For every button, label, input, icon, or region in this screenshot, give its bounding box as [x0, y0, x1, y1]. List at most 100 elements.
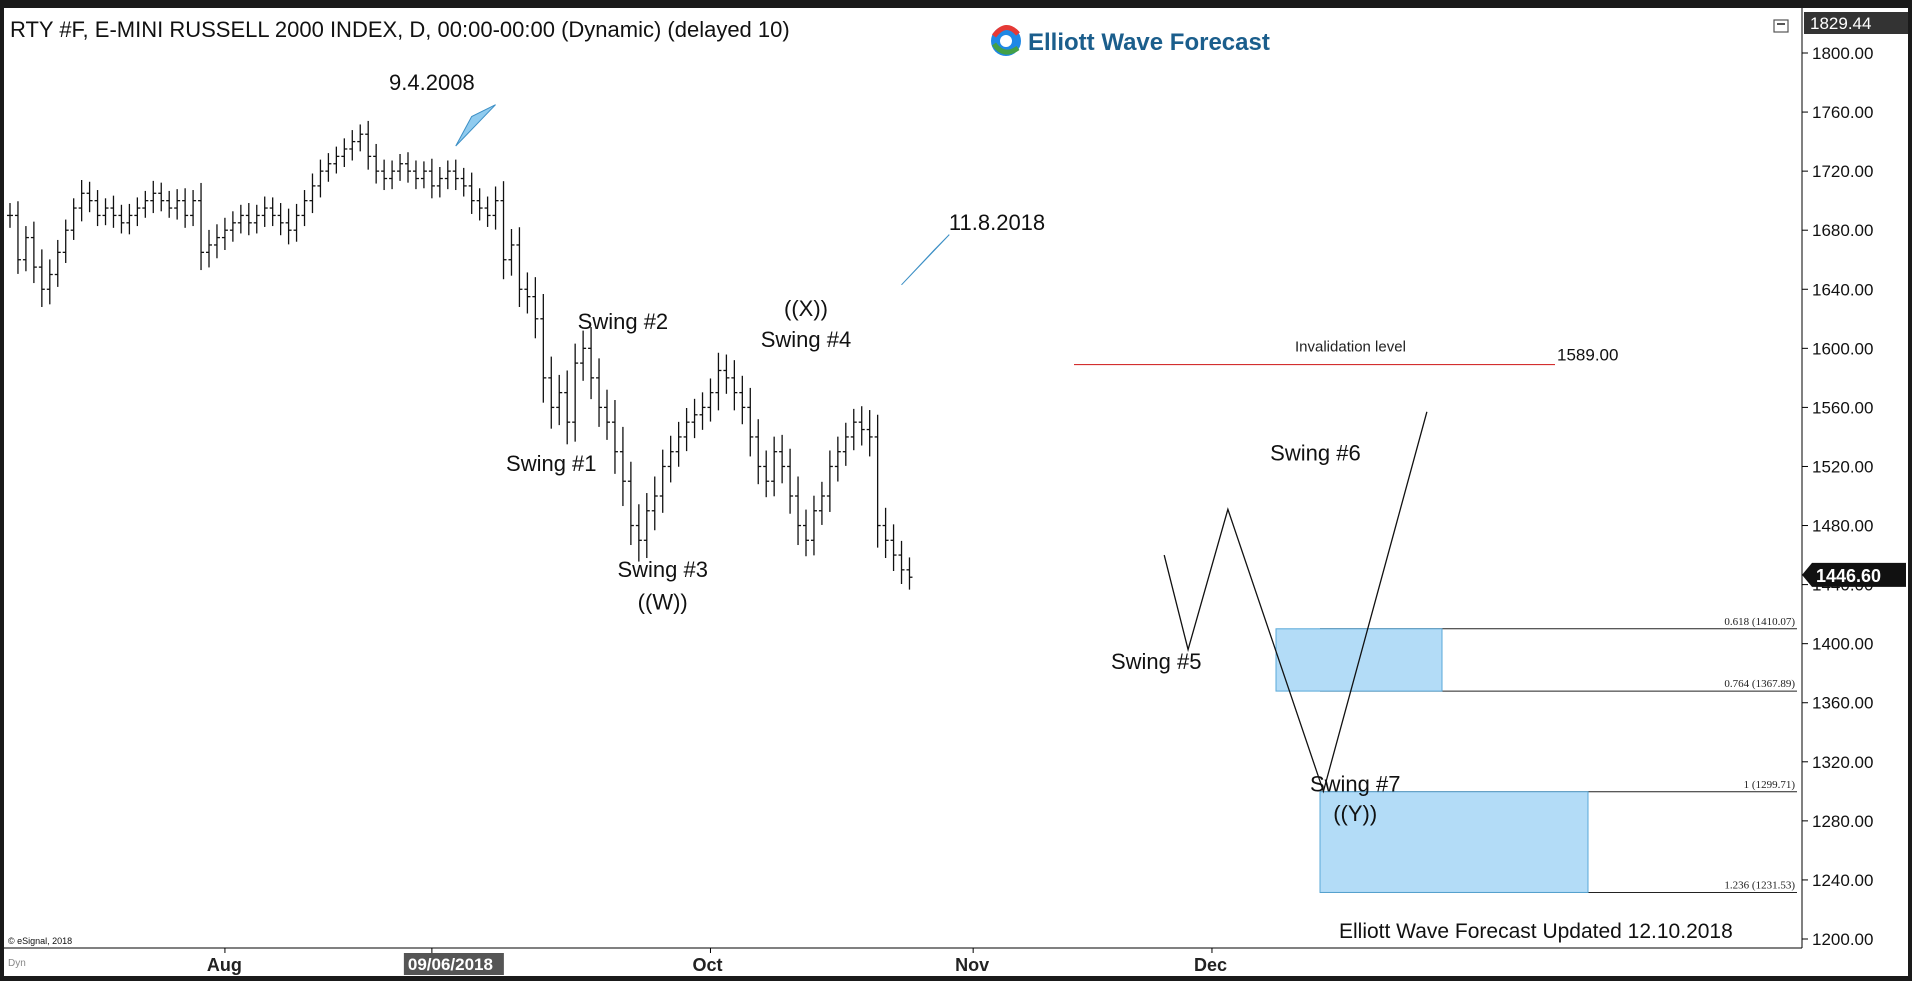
x-tick-label: Nov: [955, 955, 989, 975]
invalidation-label: Invalidation level: [1295, 339, 1406, 356]
ohlc-bar: [158, 182, 165, 212]
ohlc-bar: [293, 203, 300, 242]
y-tick-label: 1680.00: [1812, 221, 1873, 240]
pointer-triangle-icon: [455, 104, 496, 147]
ohlc-bar: [787, 448, 794, 514]
y-tick-label: 1480.00: [1812, 517, 1873, 536]
ohlc-bar: [412, 160, 419, 190]
ohlc-bar: [397, 154, 404, 181]
ohlc-bar: [38, 249, 45, 307]
ohlc-bar: [46, 259, 53, 305]
ohlc-bar: [572, 343, 579, 442]
ohlc-bar: [102, 198, 109, 226]
ohlc-bar: [810, 495, 817, 556]
fib-level-label: 0.618 (1410.07): [1724, 616, 1795, 628]
ohlc-bar: [389, 160, 396, 190]
ohlc-bar: [763, 450, 770, 498]
ohlc-bar: [190, 190, 197, 227]
ohlc-bar: [221, 217, 228, 250]
ohlc-bar: [166, 190, 173, 218]
ohlc-bar: [890, 524, 897, 572]
annotation-label: Swing #1: [506, 451, 597, 476]
ohlc-bar: [818, 481, 825, 525]
ohlc-bar: [62, 219, 69, 263]
ohlc-bar: [436, 166, 443, 198]
ohlc-bar: [850, 408, 857, 451]
updated-text: Elliott Wave Forecast Updated 12.10.2018: [1339, 920, 1733, 943]
fib-level-label: 1 (1299.71): [1744, 779, 1796, 791]
last-price-box: [1802, 562, 1906, 587]
price-bars: [7, 120, 913, 590]
ohlc-bar: [492, 186, 499, 230]
ohlc-bar: [604, 389, 610, 440]
ohlc-bar: [564, 370, 571, 445]
ohlc-bar: [675, 421, 682, 467]
ohlc-bar: [54, 239, 61, 287]
y-tick-label: 1360.00: [1812, 694, 1873, 713]
y-tick-label: 1600.00: [1812, 339, 1873, 358]
ohlc-bar: [882, 507, 889, 559]
ohlc-bar: [588, 327, 595, 400]
ohlc-bar: [699, 392, 706, 430]
ohlc-bar: [500, 181, 507, 280]
y-tick-label: 1400.00: [1812, 635, 1873, 654]
ohlc-bar: [635, 504, 642, 562]
ohlc-bar: [683, 407, 690, 452]
ohlc-bar: [261, 196, 268, 227]
annotation-label: Swing #5: [1111, 649, 1202, 674]
fibonacci-levels: 0.618 (1410.07) 0.764 (1367.89) 1 (1299.71…: [1074, 339, 1797, 893]
y-tick-label: 1640.00: [1812, 280, 1873, 299]
y-tick-label: 1560.00: [1812, 398, 1873, 417]
ohlc-bar: [659, 449, 666, 513]
ohlc-bar: [460, 167, 467, 197]
top-price-badge: 1829.44: [1804, 12, 1908, 34]
swing7-target-box: [1319, 791, 1589, 893]
ohlc-bar: [110, 195, 117, 228]
annotation-label: 9.4.2008: [389, 70, 475, 95]
x-tick-label: 09/06/2018: [408, 955, 493, 974]
ohlc-bar: [142, 190, 149, 218]
ohlc-bar: [78, 179, 85, 222]
brand-logo: Elliott Wave Forecast: [991, 25, 1270, 56]
last-price-label: 1446.60: [1816, 566, 1881, 586]
maximize-icon[interactable]: [1773, 19, 1789, 33]
x-highlight-box: [403, 953, 504, 975]
ohlc-bar: [508, 229, 515, 276]
ohlc-bar: [906, 557, 913, 590]
ohlc-bar: [524, 272, 531, 314]
ohlc-bar: [842, 422, 849, 466]
annotation-label: Swing #6: [1270, 441, 1361, 466]
y-tick-label: 1320.00: [1812, 753, 1873, 772]
ohlc-bar: [874, 414, 881, 548]
ohlc-bar: [484, 196, 491, 227]
ohlc-bar: [611, 400, 618, 474]
ohlc-bar: [516, 227, 523, 307]
projection-path: [1163, 411, 1428, 794]
ohlc-bar: [627, 461, 634, 546]
ohlc-bar: [126, 203, 133, 235]
ohlc-bar: [365, 120, 372, 170]
annotations: 9.4.2008 11.8.2018 Swing #1 Swing #2 Swing #…: [389, 70, 1400, 826]
ohlc-bar: [532, 277, 539, 339]
ohlc-bar: [14, 201, 21, 274]
ohlc-bar: [317, 159, 324, 198]
annotation-label: ((W)): [638, 590, 688, 615]
ohlc-bar: [349, 130, 356, 161]
top-price-label: 1829.44: [1810, 14, 1871, 33]
x-tick-label: Oct: [692, 955, 722, 975]
ohlc-bar: [30, 221, 37, 284]
ohlc-bar: [428, 158, 435, 199]
ohlc-bar: [237, 204, 244, 234]
y-axis: 1800.00 1760.00 1720.00 1680.00 1640.00 1600.…: [1802, 12, 1908, 949]
ohlc-bar: [707, 378, 714, 422]
ohlc-bar: [134, 197, 141, 227]
ohlc-bar: [174, 189, 181, 220]
ohlc-bar: [70, 198, 77, 240]
y-tick-label: 1280.00: [1812, 812, 1873, 831]
ohlc-bar: [333, 146, 340, 174]
ohlc-bar: [723, 354, 730, 394]
ohlc-bar: [150, 180, 157, 214]
y-tick-label: 1760.00: [1812, 103, 1873, 122]
ohlc-bar: [691, 398, 698, 439]
ohlc-bar: [285, 208, 292, 245]
